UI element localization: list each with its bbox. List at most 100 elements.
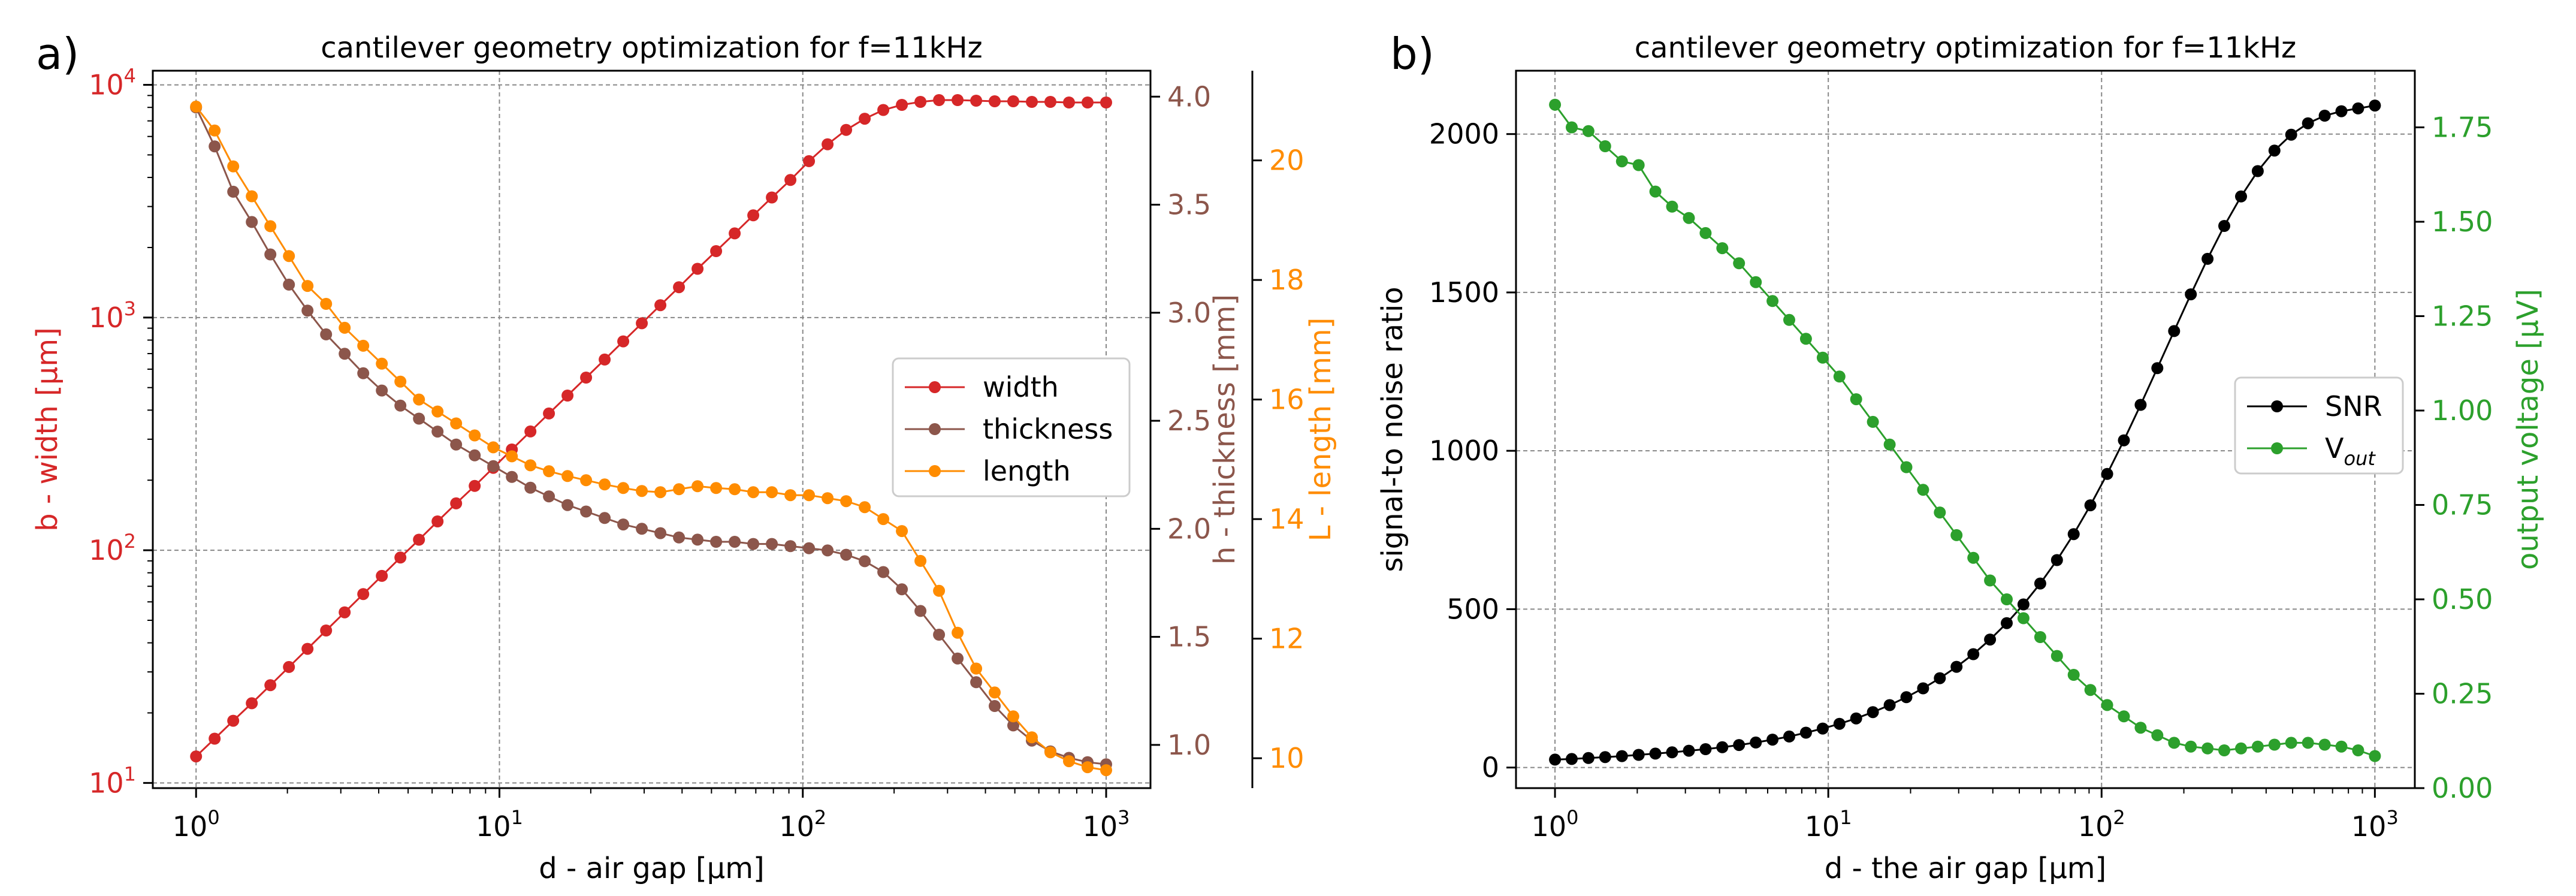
- data-point-V_out: [1783, 313, 1795, 326]
- data-point-width: [747, 209, 760, 222]
- data-point-V_out: [2084, 684, 2097, 696]
- x-tick-label-1-sup: 1: [511, 806, 523, 829]
- y-tick-label-1: 4.0: [1167, 80, 1211, 113]
- data-point-V_out: [2335, 740, 2348, 753]
- data-point-SNR: [1599, 751, 1611, 764]
- data-point-V_out: [1750, 276, 1762, 288]
- data-point-SNR: [1716, 741, 1729, 753]
- data-point-width: [1044, 96, 1056, 108]
- data-point-V_out: [1666, 200, 1678, 213]
- data-point-SNR: [1632, 749, 1645, 761]
- data-point-length: [859, 501, 871, 514]
- legend-box: [892, 357, 1131, 497]
- data-point-length: [710, 482, 723, 494]
- plot-frame: [1515, 70, 2416, 789]
- data-point-SNR: [1615, 750, 1628, 762]
- data-point-thickness: [431, 426, 444, 438]
- data-point-length: [376, 357, 388, 370]
- data-point-thickness: [822, 544, 834, 557]
- data-point-thickness: [506, 470, 518, 483]
- data-point-width: [580, 372, 593, 384]
- data-point-SNR: [2201, 252, 2214, 265]
- data-point-thickness: [710, 536, 723, 548]
- data-point-SNR: [2101, 467, 2113, 480]
- data-point-V_out: [2134, 722, 2147, 734]
- y-tick-label-2: 16: [1269, 384, 1304, 416]
- data-point-SNR: [2118, 434, 2130, 447]
- x-tick-label-1-base: 10: [1805, 810, 1840, 843]
- data-point-length: [691, 480, 704, 493]
- data-point-length: [636, 485, 648, 497]
- data-point-thickness: [227, 185, 240, 198]
- series-thickness: [190, 101, 1112, 771]
- data-point-thickness: [413, 412, 425, 425]
- data-point-SNR: [2084, 499, 2097, 512]
- data-point-SNR: [2050, 554, 2063, 566]
- data-point-thickness: [357, 367, 370, 379]
- data-point-thickness: [691, 533, 704, 546]
- x-tick-label-3: 103: [2351, 806, 2399, 843]
- x-tick-label-2-base: 10: [779, 810, 814, 843]
- data-point-SNR: [2134, 399, 2147, 411]
- y-tick-label-2: 18: [1269, 264, 1304, 296]
- data-point-width: [766, 191, 778, 204]
- data-point-length: [896, 525, 908, 538]
- data-point-SNR: [2335, 105, 2348, 117]
- data-point-V_out: [1984, 574, 1997, 587]
- data-point-SNR: [2001, 617, 2013, 629]
- data-point-length: [320, 298, 333, 310]
- data-point-SNR: [1950, 660, 1963, 673]
- y-tick-label-0: 1500: [1429, 276, 1499, 309]
- data-point-thickness: [209, 140, 221, 153]
- data-point-length: [543, 465, 555, 478]
- data-point-thickness: [283, 278, 295, 291]
- data-point-width: [524, 425, 537, 438]
- y-tick-label-2: 20: [1269, 144, 1304, 177]
- data-point-V_out: [2001, 593, 2013, 605]
- data-point-thickness: [543, 490, 555, 503]
- data-point-V_out: [1699, 227, 1712, 239]
- data-point-length: [394, 375, 407, 388]
- data-point-length: [450, 417, 463, 430]
- data-point-SNR: [1917, 682, 1929, 695]
- data-point-width: [190, 750, 203, 763]
- data-point-V_out: [2067, 669, 2080, 681]
- y-axis-label-1: output voltage [µV]: [2511, 289, 2545, 570]
- data-point-SNR: [2251, 165, 2264, 177]
- data-point-length: [487, 441, 500, 454]
- data-point-SNR: [1967, 648, 1980, 660]
- data-point-thickness: [376, 384, 388, 397]
- y-tick-label-1: 0.00: [2432, 772, 2493, 804]
- data-point-length: [822, 492, 834, 505]
- data-point-length: [301, 280, 314, 292]
- data-point-thickness: [747, 538, 760, 550]
- y-tick-label-0-sup: 4: [124, 65, 136, 88]
- data-point-length: [357, 339, 370, 352]
- data-point-thickness: [580, 505, 593, 518]
- x-tick-label-3: 103: [1083, 806, 1130, 843]
- data-point-width: [413, 533, 425, 546]
- legend-marker-width: [929, 381, 941, 393]
- data-point-width: [1026, 96, 1038, 108]
- y-tick-label-1: 0.25: [2432, 678, 2493, 710]
- x-axis-label: d - air gap [µm]: [539, 852, 764, 885]
- x-tick-label-3-sup: 3: [2386, 806, 2398, 829]
- legend: width thickness length: [892, 357, 1131, 497]
- data-point-SNR: [1900, 691, 1913, 704]
- data-point-V_out: [1549, 98, 1562, 111]
- data-point-thickness: [784, 540, 797, 553]
- data-point-V_out: [2017, 612, 2030, 625]
- data-point-length: [283, 250, 295, 263]
- y-tick-label-0-base: 10: [89, 69, 124, 101]
- y-tick-label-1: 0.50: [2432, 583, 2493, 616]
- x-tick-label-2-sup: 2: [814, 806, 826, 829]
- data-point-SNR: [1666, 746, 1678, 759]
- data-point-length: [431, 405, 444, 418]
- data-point-V_out: [1900, 461, 1913, 473]
- x-tick-label-0-sup: 0: [1566, 806, 1578, 829]
- data-point-width: [1100, 96, 1112, 108]
- legend-label-V_out-sub: out: [2344, 447, 2376, 470]
- legend-marker-length: [929, 465, 941, 477]
